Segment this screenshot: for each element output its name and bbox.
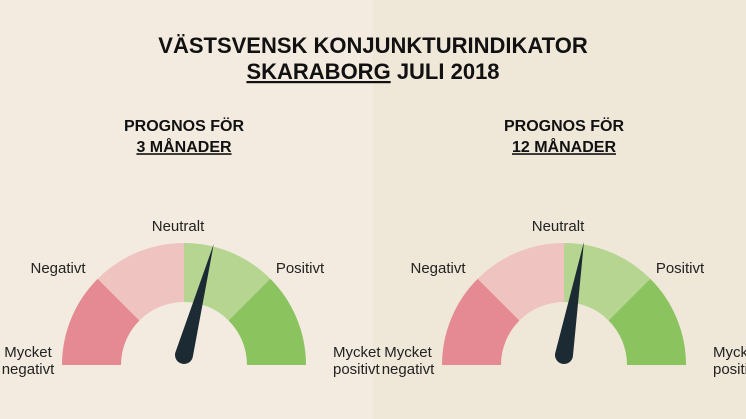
- horizon: 12 MÅNADER: [512, 137, 616, 156]
- period: JULI 2018: [397, 59, 500, 84]
- place: SKARABORG: [246, 59, 390, 84]
- gauge-segment: [62, 278, 140, 365]
- label-very-positive: positivt: [713, 361, 746, 378]
- label-very-positive: Mycket: [333, 344, 381, 361]
- gauge-segment: [442, 278, 520, 365]
- heading: PROGNOS FÖR: [124, 116, 244, 135]
- label-very-negative: negativt: [2, 361, 55, 378]
- gauge-segment: [477, 242, 564, 321]
- subtitle: SKARABORG JULI 2018: [246, 59, 499, 84]
- label-very-positive: positivt: [333, 361, 381, 378]
- label-neutral: Neutralt: [152, 218, 205, 235]
- gauge-segment: [184, 243, 271, 321]
- horizon: 3 MÅNADER: [136, 137, 232, 156]
- label-negative: Negativt: [30, 260, 86, 277]
- gauge-segment: [228, 278, 306, 365]
- label-very-negative: Mycket: [384, 344, 432, 361]
- label-very-positive: Mycket: [713, 344, 746, 361]
- gauge-segment: [97, 242, 184, 321]
- label-positive: Positivt: [276, 260, 325, 277]
- needle: [555, 241, 584, 364]
- label-very-negative: negativt: [382, 361, 435, 378]
- label-positive: Positivt: [656, 260, 705, 277]
- title: VÄSTSVENSK KONJUNKTURINDIKATOR: [158, 33, 588, 58]
- gauges: PROGNOS FÖR 3 MÅNADER Neutralt Negativt Posi…: [2, 116, 746, 378]
- gauge-segment: [608, 278, 686, 365]
- label-very-negative: Mycket: [4, 344, 52, 361]
- label-neutral: Neutralt: [532, 218, 585, 235]
- needle: [175, 243, 214, 364]
- label-negative: Negativt: [410, 260, 466, 277]
- heading: PROGNOS FÖR: [504, 116, 624, 135]
- gauge-segment: [564, 243, 651, 321]
